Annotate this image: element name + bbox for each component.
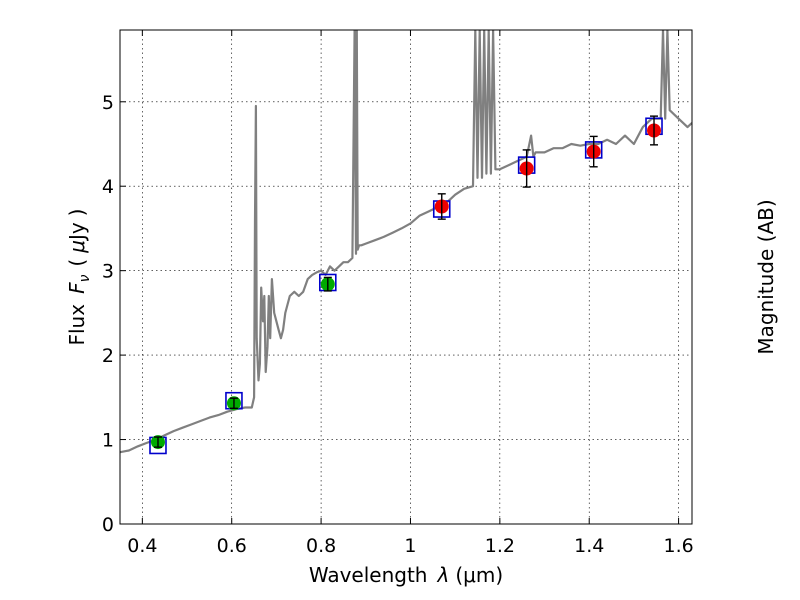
x-tick-label: 1.2 <box>485 535 515 557</box>
axis-ticks: 0.40.60.811.21.41.60123452222.222.52323.… <box>102 30 694 557</box>
x-tick-label: 0.6 <box>217 535 247 557</box>
grid-lines <box>120 30 692 525</box>
plot-frame <box>119 29 693 525</box>
x-tick-label: 1.4 <box>574 535 604 557</box>
y-tick-label: 0 <box>102 514 114 536</box>
y-axis-title: FluxFν(μJy) <box>65 208 93 345</box>
y-tick-label: 3 <box>102 261 114 283</box>
right-axis-title: Magnitude (AB) <box>754 199 778 354</box>
x-tick-label: 0.8 <box>306 535 336 557</box>
x-tick-label: 0.4 <box>127 535 157 557</box>
y-tick-label: 5 <box>102 92 114 114</box>
x-tick-label: 1 <box>404 535 416 557</box>
x-tick-label: 1.6 <box>663 535 693 557</box>
plot-area <box>120 30 692 455</box>
y-tick-label: 4 <box>102 176 114 198</box>
x-axis-title: Wavelength λ (μm) <box>309 563 503 587</box>
spectrum-line <box>120 30 692 454</box>
y-tick-label: 1 <box>102 430 114 452</box>
y-tick-label: 2 <box>102 345 114 367</box>
